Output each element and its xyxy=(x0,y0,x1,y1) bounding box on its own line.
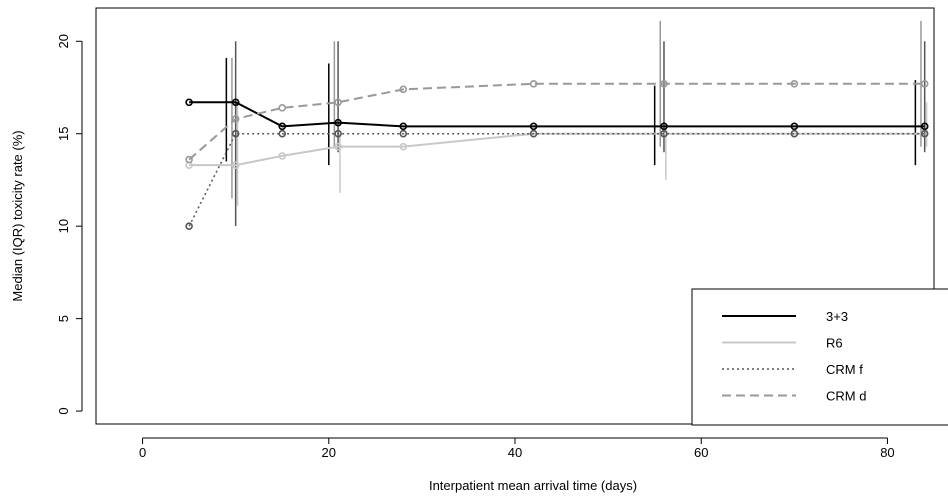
data-point xyxy=(334,118,342,127)
y-tick-label: 0 xyxy=(56,407,71,414)
data-point xyxy=(334,98,342,107)
data-point xyxy=(278,122,287,131)
data-point xyxy=(660,122,668,131)
x-axis-title: Interpatient mean arrival time (days) xyxy=(429,478,637,493)
data-point xyxy=(399,122,408,131)
x-tick-label: 40 xyxy=(508,445,522,460)
data-point xyxy=(231,115,240,123)
series-line xyxy=(189,101,925,128)
y-tick-label: 5 xyxy=(56,315,71,322)
data-point xyxy=(278,129,287,138)
legend-label: R6 xyxy=(826,336,843,351)
y-tick-label: 20 xyxy=(56,34,71,48)
legend-label: CRM f xyxy=(826,362,863,377)
data-point xyxy=(399,142,408,151)
data-point xyxy=(529,122,538,131)
data-point xyxy=(920,129,929,138)
y-axis-title: Median (IQR) toxicity rate (%) xyxy=(10,130,25,301)
data-point xyxy=(529,129,538,138)
y-tick-label: 10 xyxy=(56,219,71,233)
data-point xyxy=(185,222,193,230)
data-point xyxy=(278,152,287,160)
x-tick-label: 20 xyxy=(322,445,336,460)
data-point xyxy=(529,80,538,88)
data-point xyxy=(185,98,193,107)
series-lines xyxy=(188,82,925,227)
series-line xyxy=(188,132,925,227)
series-points xyxy=(185,80,929,230)
data-point xyxy=(920,122,929,131)
data-point xyxy=(660,129,668,138)
data-point xyxy=(231,161,240,169)
series-line xyxy=(189,132,925,167)
data-point xyxy=(334,129,342,138)
data-point xyxy=(790,129,799,138)
y-tick-label: 15 xyxy=(56,126,71,140)
data-point xyxy=(231,129,240,138)
x-tick-label: 80 xyxy=(880,445,894,460)
data-point xyxy=(660,80,668,88)
legend-label: CRM d xyxy=(826,389,866,404)
legend: 3+3 R6 CRM f CRM d xyxy=(691,288,948,426)
legend-box xyxy=(691,288,948,426)
data-point xyxy=(920,80,929,88)
data-point xyxy=(334,142,342,151)
series-line xyxy=(188,82,925,161)
data-point xyxy=(399,129,408,138)
legend-label: 3+3 xyxy=(826,309,848,324)
x-tick-label: 60 xyxy=(694,445,708,460)
plot-frame xyxy=(95,7,935,425)
data-point xyxy=(790,122,799,131)
data-point xyxy=(278,104,287,112)
data-point xyxy=(185,155,193,164)
data-point xyxy=(399,85,408,94)
data-point xyxy=(231,98,240,107)
axes: 0 20 40 60 80 Interpatient mean arrival time … xyxy=(10,7,935,493)
x-tick-label: 0 xyxy=(139,445,146,460)
data-point xyxy=(790,80,799,88)
